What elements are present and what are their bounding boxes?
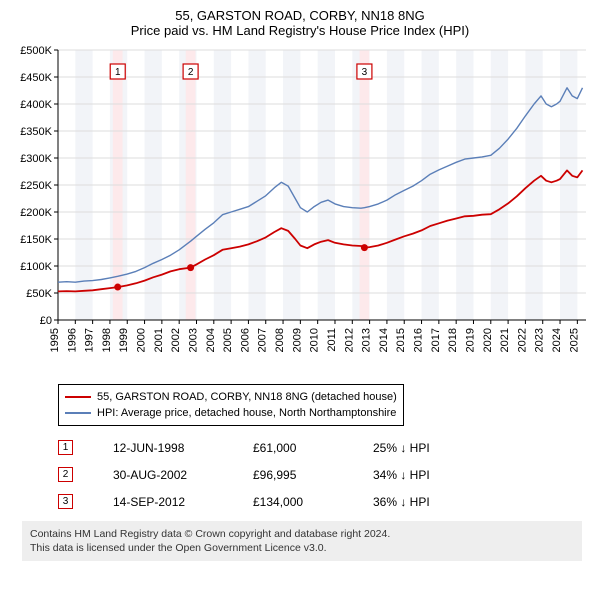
svg-text:£150K: £150K (20, 234, 52, 246)
svg-text:2022: 2022 (516, 328, 528, 352)
svg-text:£0: £0 (40, 315, 52, 327)
svg-text:1996: 1996 (66, 328, 78, 352)
legend-swatch (65, 396, 91, 398)
svg-text:£100K: £100K (20, 261, 52, 273)
sale-price: £134,000 (253, 495, 333, 509)
chart-container: 55, GARSTON ROAD, CORBY, NN18 8NG Price … (0, 0, 600, 571)
sale-price: £61,000 (253, 441, 333, 455)
svg-text:3: 3 (362, 67, 368, 78)
svg-text:2: 2 (188, 67, 194, 78)
svg-text:£300K: £300K (20, 153, 52, 165)
svg-text:2021: 2021 (499, 328, 511, 352)
sale-marker-icon: 1 (58, 440, 73, 455)
attribution-line: This data is licensed under the Open Gov… (30, 541, 574, 555)
sale-marker-icon: 3 (58, 494, 73, 509)
svg-text:2019: 2019 (464, 328, 476, 352)
attribution-line: Contains HM Land Registry data © Crown c… (30, 527, 574, 541)
svg-text:2012: 2012 (343, 328, 355, 352)
svg-text:1998: 1998 (101, 328, 113, 352)
svg-text:2005: 2005 (222, 328, 234, 352)
legend-label: 55, GARSTON ROAD, CORBY, NN18 8NG (detac… (97, 389, 397, 405)
sales-row: 3 14-SEP-2012 £134,000 36% ↓ HPI (58, 494, 590, 509)
svg-text:£400K: £400K (20, 99, 52, 111)
svg-text:2014: 2014 (378, 328, 390, 352)
svg-text:£350K: £350K (20, 126, 52, 138)
sale-marker-icon: 2 (58, 467, 73, 482)
svg-text:2008: 2008 (274, 328, 286, 352)
svg-text:1: 1 (115, 67, 121, 78)
sale-date: 30-AUG-2002 (113, 468, 213, 482)
svg-text:1997: 1997 (84, 328, 96, 352)
chart-title-address: 55, GARSTON ROAD, CORBY, NN18 8NG (10, 8, 590, 23)
svg-text:2007: 2007 (257, 328, 269, 352)
chart-title-sub: Price paid vs. HM Land Registry's House … (10, 23, 590, 38)
svg-text:2010: 2010 (309, 328, 321, 352)
svg-text:2023: 2023 (534, 328, 546, 352)
chart-svg: £0 £50K £100K £150K £200K £250K £300K £350K £400… (10, 44, 590, 374)
sale-diff: 36% ↓ HPI (373, 495, 473, 509)
sale-diff: 34% ↓ HPI (373, 468, 473, 482)
svg-text:2025: 2025 (568, 328, 580, 352)
svg-text:2018: 2018 (447, 328, 459, 352)
legend-item: 55, GARSTON ROAD, CORBY, NN18 8NG (detac… (65, 389, 397, 405)
svg-text:£250K: £250K (20, 180, 52, 192)
sale-price: £96,995 (253, 468, 333, 482)
svg-text:1999: 1999 (118, 328, 130, 352)
svg-text:2002: 2002 (170, 328, 182, 352)
svg-text:2001: 2001 (153, 328, 165, 352)
svg-text:£50K: £50K (26, 288, 52, 300)
svg-text:£450K: £450K (20, 72, 52, 84)
chart-legend: 55, GARSTON ROAD, CORBY, NN18 8NG (detac… (58, 384, 404, 426)
legend-swatch (65, 412, 91, 414)
sales-row: 2 30-AUG-2002 £96,995 34% ↓ HPI (58, 467, 590, 482)
svg-text:2011: 2011 (326, 328, 338, 352)
sale-date: 12-JUN-1998 (113, 441, 213, 455)
svg-text:2015: 2015 (395, 328, 407, 352)
svg-text:2016: 2016 (413, 328, 425, 352)
sales-table: 1 12-JUN-1998 £61,000 25% ↓ HPI 2 30-AUG-2002… (58, 440, 590, 509)
sales-row: 1 12-JUN-1998 £61,000 25% ↓ HPI (58, 440, 590, 455)
sale-diff: 25% ↓ HPI (373, 441, 473, 455)
svg-text:2020: 2020 (482, 328, 494, 352)
svg-text:£200K: £200K (20, 207, 52, 219)
sale-date: 14-SEP-2012 (113, 495, 213, 509)
svg-text:2009: 2009 (291, 328, 303, 352)
legend-item: HPI: Average price, detached house, Nort… (65, 405, 397, 421)
svg-text:2000: 2000 (136, 328, 148, 352)
svg-text:£500K: £500K (20, 45, 52, 57)
svg-text:1995: 1995 (49, 328, 61, 352)
svg-text:2003: 2003 (187, 328, 199, 352)
svg-text:2024: 2024 (551, 328, 563, 352)
svg-text:2013: 2013 (361, 328, 373, 352)
svg-text:2006: 2006 (239, 328, 251, 352)
svg-text:2004: 2004 (205, 328, 217, 352)
chart-plot: £0 £50K £100K £150K £200K £250K £300K £350K £400… (10, 44, 590, 374)
attribution-box: Contains HM Land Registry data © Crown c… (22, 521, 582, 561)
legend-label: HPI: Average price, detached house, Nort… (97, 405, 396, 421)
svg-text:2017: 2017 (430, 328, 442, 352)
